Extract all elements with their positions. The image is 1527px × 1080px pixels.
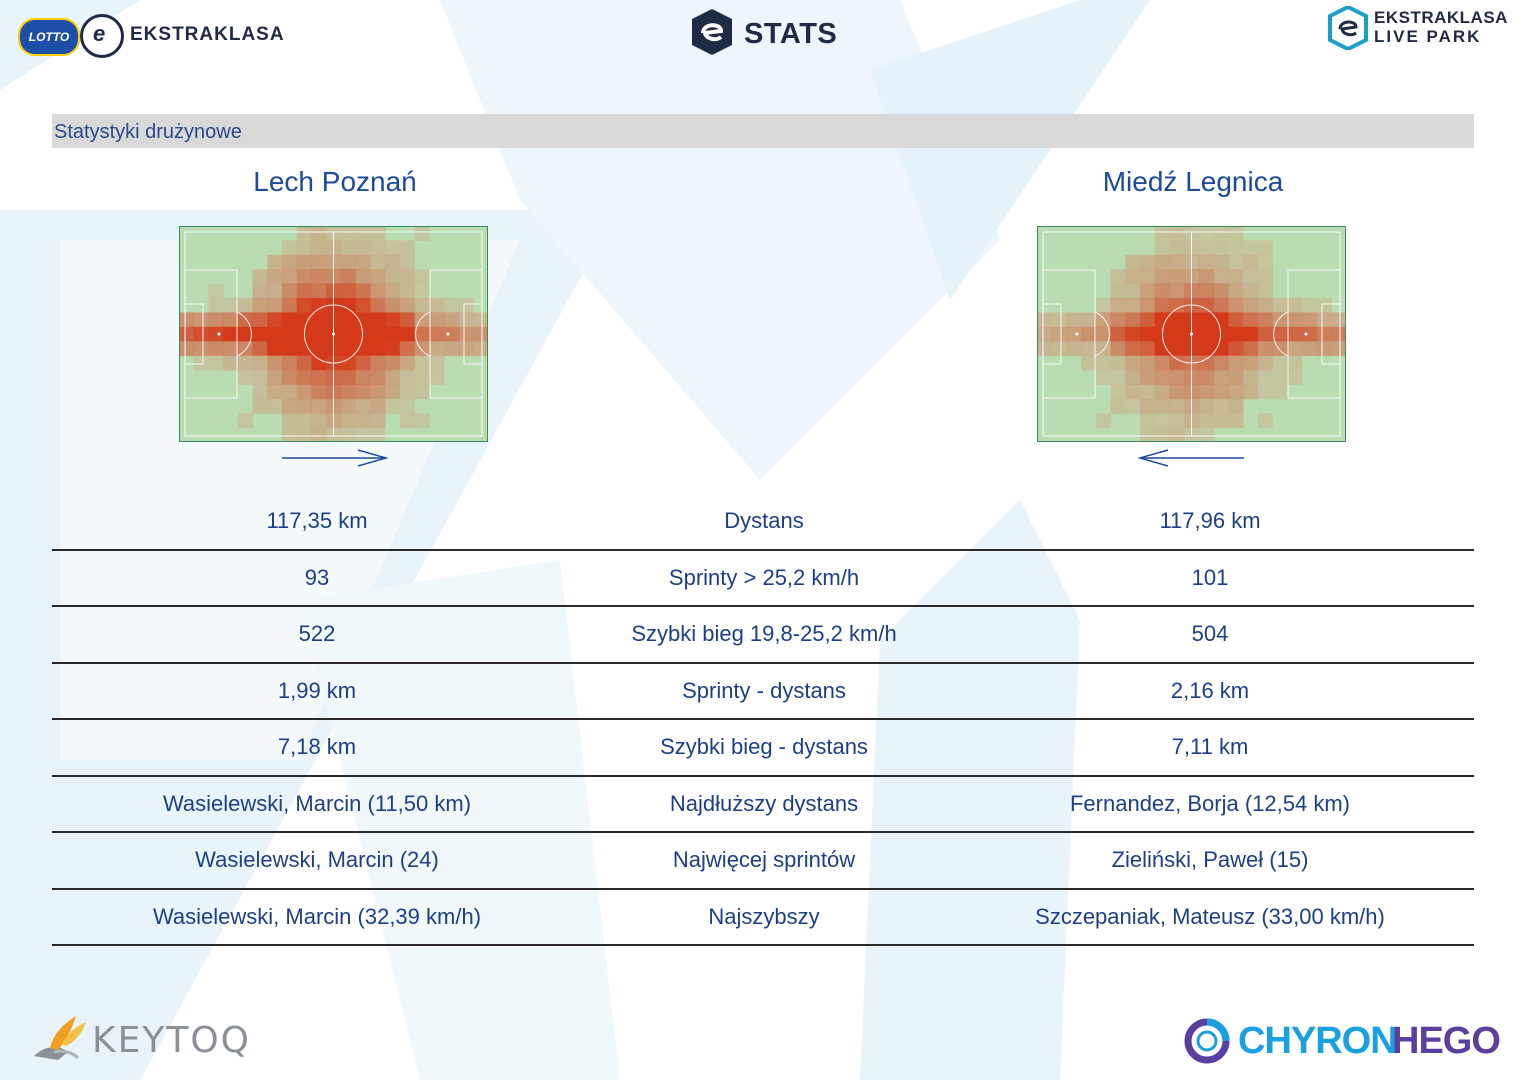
chyronhego-logo-text-a: CHYRON <box>1238 1020 1398 1062</box>
away-stat-value: Szczepaniak, Mateusz (33,00 km/h) <box>1035 903 1385 929</box>
home-attack-direction-arrow-icon <box>282 449 389 467</box>
stats-row: 93 Sprinty > 25,2 km/h 101 <box>52 551 1474 607</box>
away-attack-direction-arrow-icon <box>1137 449 1244 467</box>
ekstraklasa-lotto-logo: LOTTO e EKSTRAKLASA <box>18 12 284 58</box>
stats-row: Wasielewski, Marcin (32,39 km/h) Najszybs… <box>52 890 1474 946</box>
away-stat-value: 101 <box>1191 564 1229 590</box>
stat-label: Najwięcej sprintów <box>672 847 856 872</box>
estats-logo: STATS <box>690 8 850 58</box>
away-team-name: Miedź Legnica <box>1102 166 1284 197</box>
stats-row: Wasielewski, Marcin (11,50 km) Najdłuższy… <box>52 777 1474 833</box>
keytoq-bird-icon <box>34 1016 86 1060</box>
away-stat-value: 2,16 km <box>1170 677 1250 703</box>
stats-row: 1,99 km Sprinty - dystans 2,16 km <box>52 664 1474 720</box>
home-stat-value: 1,99 km <box>277 677 357 703</box>
home-heatmap-pitch <box>179 226 488 442</box>
home-stat-value: 7,18 km <box>277 734 357 759</box>
chyronhego-logo-text-b: HEGO <box>1392 1020 1501 1062</box>
away-stat-value: Zieliński, Paweł (15) <box>1111 847 1309 872</box>
stat-label: Dystans <box>724 508 804 533</box>
home-stat-value: Wasielewski, Marcin (24) <box>195 847 439 872</box>
stats-row: 117,35 km Dystans 117,96 km <box>52 494 1474 551</box>
estats-logo-text: STATS <box>744 18 838 50</box>
home-stat-value: Wasielewski, Marcin (11,50 km) <box>162 790 472 816</box>
lotto-badge: LOTTO <box>18 18 80 56</box>
away-heatmap-pitch <box>1037 226 1346 442</box>
ekstraklasa-ball-icon: e <box>80 14 124 58</box>
away-stat-value: Fernandez, Borja (12,54 km) <box>1069 790 1351 816</box>
stat-label: Szybki bieg - dystans <box>660 734 868 759</box>
ekstraklasa-live-park-logo: EKSTRAKLASA LIVE PARK <box>1328 6 1518 52</box>
home-stat-value: 93 <box>304 564 330 590</box>
home-stat-value: Wasielewski, Marcin (32,39 km/h) <box>152 903 482 929</box>
home-team-name: Lech Poznań <box>253 166 417 197</box>
live-park-logo-line1: EKSTRAKLASA <box>1374 8 1508 27</box>
home-stat-value: 522 <box>298 621 336 646</box>
team-stats-table: 117,35 km Dystans 117,96 km 93 Sprinty > 25,… <box>52 494 1474 946</box>
stats-row: 522 Szybki bieg 19,8-25,2 km/h 504 <box>52 607 1474 664</box>
ekstraklasa-logo-text: EKSTRAKLASA <box>130 24 285 45</box>
stats-row: Wasielewski, Marcin (24) Najwięcej sprint… <box>52 833 1474 890</box>
live-park-shield-icon <box>1328 6 1368 50</box>
stats-row: 7,18 km Szybki bieg - dystans 7,11 km <box>52 720 1474 777</box>
stat-label: Najdłuższy dystans <box>669 790 859 816</box>
chyronhego-logo: CHYRON HEGO <box>1182 1016 1512 1068</box>
keytoq-logo-text: KEYTOQ <box>92 1020 252 1061</box>
stat-label: Najszybszy <box>708 903 820 929</box>
keytoq-logo: KEYTOQ <box>28 1006 252 1066</box>
stat-label: Sprinty - dystans <box>682 677 846 703</box>
chyronhego-ring-icon <box>1184 1018 1230 1064</box>
home-stat-value: 117,35 km <box>266 508 368 533</box>
stat-label: Sprinty > 25,2 km/h <box>668 564 860 590</box>
stat-label: Szybki bieg 19,8-25,2 km/h <box>631 621 897 646</box>
away-stat-value: 117,96 km <box>1159 508 1261 533</box>
live-park-logo-line2: LIVE PARK <box>1374 27 1482 46</box>
section-title: Statystyki drużynowe <box>52 114 1474 148</box>
away-stat-value: 7,11 km <box>1171 734 1249 759</box>
estats-shield-icon <box>692 9 732 55</box>
away-stat-value: 504 <box>1191 621 1229 646</box>
